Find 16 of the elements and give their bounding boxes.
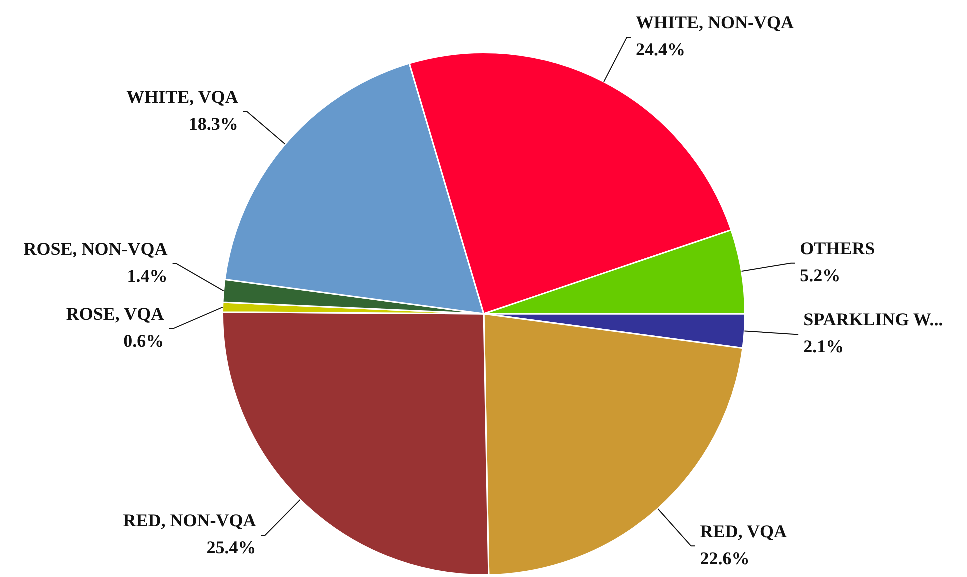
slice-label: ROSE, NON-VQA xyxy=(24,239,168,260)
slice-label: ROSE, VQA xyxy=(66,304,164,324)
data-label: 25.4% xyxy=(206,538,256,558)
slice-label: RED, VQA xyxy=(700,521,787,542)
slice-label: SPARKLING W... xyxy=(804,310,944,330)
data-label: 2.1% xyxy=(804,336,844,357)
data-label: 5.2% xyxy=(800,266,841,286)
slice-label: WHITE, VQA xyxy=(126,87,238,108)
data-label: 18.3% xyxy=(188,114,238,134)
data-label: 1.4% xyxy=(127,266,168,286)
data-label: 22.6% xyxy=(700,548,750,568)
slice-label: RED, NON-VQA xyxy=(123,510,256,531)
slice-label: OTHERS xyxy=(800,238,876,259)
data-label: 24.4% xyxy=(636,40,686,60)
slice-label: WHITE, NON-VQA xyxy=(636,12,794,33)
data-label: 0.6% xyxy=(124,331,164,352)
